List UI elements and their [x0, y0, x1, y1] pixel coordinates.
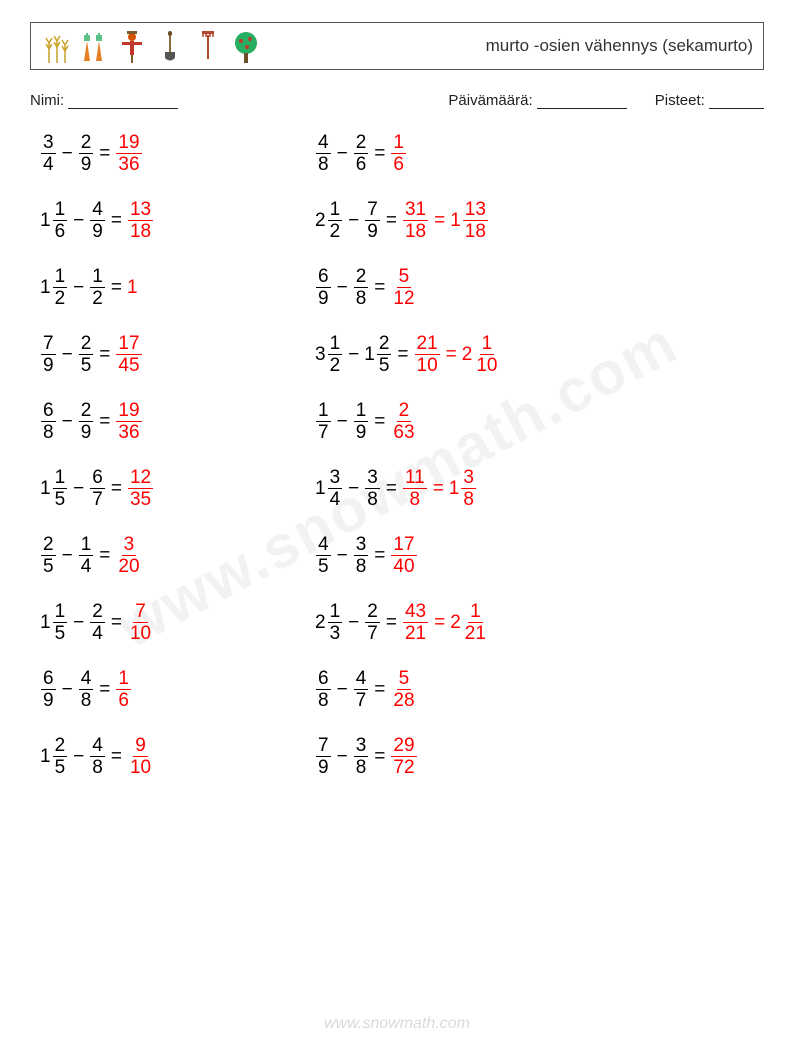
problem: 34−29=1936: [40, 133, 315, 174]
footer-url: www.snowmath.com: [324, 1015, 470, 1033]
header-icons: [41, 29, 261, 63]
shovel-icon: [155, 29, 185, 63]
problem: 115−24=710: [40, 602, 315, 643]
problem: 69−48=16: [40, 669, 315, 710]
header-box: murto -osien vähennys (sekamurto): [30, 22, 764, 70]
problem: 213−27=4321=2121: [315, 602, 764, 643]
problem: 116−49=1318: [40, 200, 315, 241]
date-blank: [537, 95, 627, 109]
name-blank: [68, 95, 178, 109]
carrots-icon: [79, 29, 109, 63]
meta-row: Nimi: Päivämäärä: Pisteet:: [30, 92, 764, 109]
problem: 17−19=263: [315, 401, 764, 442]
score-blank: [709, 95, 764, 109]
problem: 134−38=118=138: [315, 468, 764, 509]
problems-grid: 34−29=193648−26=16116−49=1318212−79=3118…: [30, 133, 764, 777]
problem: 68−29=1936: [40, 401, 315, 442]
wheat-icon: [41, 29, 71, 63]
problem: 45−38=1740: [315, 535, 764, 576]
problem: 68−47=528: [315, 669, 764, 710]
problem: 125−48=910: [40, 736, 315, 777]
problem: 112−12=1: [40, 267, 315, 308]
date-label: Päivämäärä:: [448, 92, 532, 109]
scarecrow-icon: [117, 29, 147, 63]
problem: 212−79=3118=11318: [315, 200, 764, 241]
problem: 79−38=2972: [315, 736, 764, 777]
problem: 25−14=320: [40, 535, 315, 576]
problem: 48−26=16: [315, 133, 764, 174]
worksheet-title: murto -osien vähennys (sekamurto): [486, 36, 753, 56]
problem: 69−28=512: [315, 267, 764, 308]
problem: 115−67=1235: [40, 468, 315, 509]
score-label: Pisteet:: [655, 92, 705, 109]
rake-icon: [193, 29, 223, 63]
tree-icon: [231, 29, 261, 63]
problem: 312−125=2110=2110: [315, 334, 764, 375]
name-label: Nimi:: [30, 92, 64, 109]
problem: 79−25=1745: [40, 334, 315, 375]
